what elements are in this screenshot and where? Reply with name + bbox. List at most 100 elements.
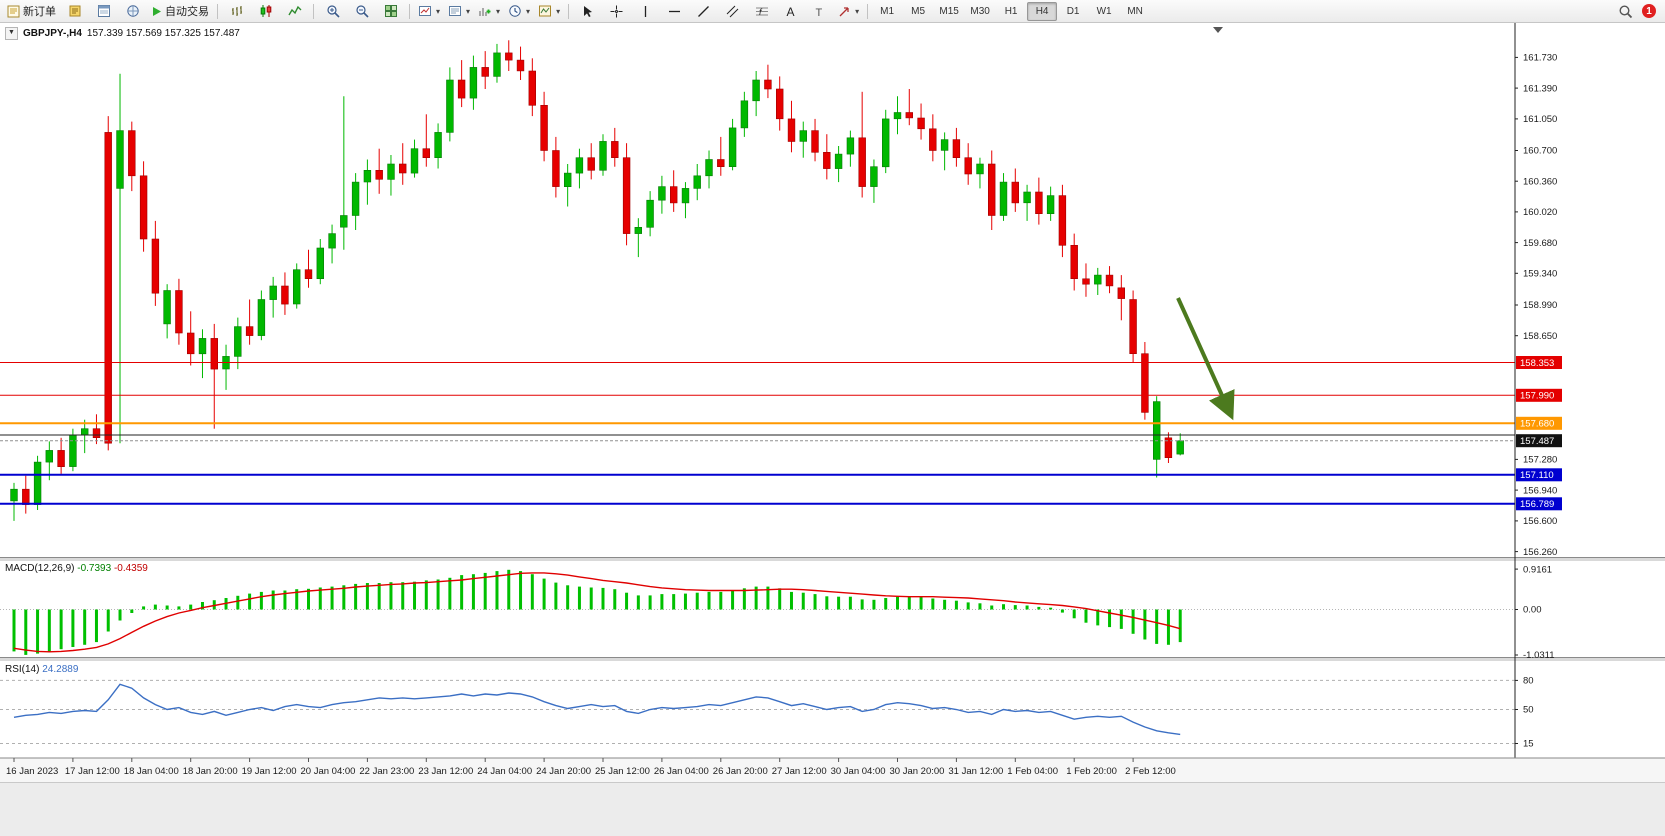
autotrading-button[interactable]: 自动交易 [147, 1, 213, 22]
tile-windows-button[interactable] [376, 1, 405, 22]
autotrading-label: 自动交易 [165, 6, 209, 18]
fibonacci-tool-button[interactable]: f [747, 1, 776, 22]
zoom-in-button[interactable] [318, 1, 347, 22]
profiles-button[interactable]: ▾ [444, 1, 474, 22]
dropdown-caret-icon: ▾ [466, 6, 471, 16]
svg-text:-1.0311: -1.0311 [1523, 650, 1555, 661]
macd-signal-value: -0.4359 [113, 563, 148, 574]
vertical-line-tool-button[interactable] [631, 1, 660, 22]
timeframe-button-m1[interactable]: M1 [880, 5, 895, 17]
timeframe-button-m5[interactable]: M5 [911, 5, 926, 17]
macd-main-value: -0.7393 [77, 563, 112, 574]
tile-windows-icon [384, 5, 397, 17]
timeframe-button-h1[interactable]: H1 [1004, 5, 1018, 17]
crosshair-icon [610, 5, 623, 17]
symbol-ohlc-values: 157.339 157.569 157.325 157.487 [86, 28, 240, 39]
chart-shift-marker [1213, 27, 1223, 33]
svg-text:A: A [787, 5, 795, 18]
search-button[interactable] [1611, 1, 1640, 22]
svg-text:159.340: 159.340 [1523, 269, 1557, 280]
svg-text:156.789: 156.789 [1520, 499, 1554, 510]
zoom-out-icon [355, 5, 369, 18]
new-order-label: 新订单 [23, 6, 56, 18]
new-order-button[interactable]: 新订单 [3, 1, 60, 22]
vertical-line-icon [644, 5, 647, 17]
market-watch-icon [69, 5, 80, 17]
sell-arrow-annotation[interactable] [1176, 297, 1235, 421]
svg-text:161.050: 161.050 [1523, 114, 1557, 125]
one-click-trading-toggle[interactable]: ▼ [5, 27, 18, 40]
svg-text:17 Jan 12:00: 17 Jan 12:00 [65, 766, 120, 777]
price-chart-canvas[interactable]: 161.730 161.390 161.050 160.700 160.360 160.0… [0, 23, 1665, 782]
arrow-tool-icon [839, 6, 849, 16]
text-label-tool-button[interactable]: T [805, 1, 834, 22]
indicators-button[interactable]: ▾ [474, 1, 504, 22]
new-chart-button[interactable]: ▾ [414, 1, 444, 22]
svg-text:24 Jan 20:00: 24 Jan 20:00 [536, 766, 591, 777]
macd-panel [0, 569, 1515, 655]
svg-text:157.487: 157.487 [1520, 436, 1554, 447]
notification-badge[interactable]: 1 [1642, 4, 1656, 18]
candlestick-chart-button[interactable] [251, 1, 280, 22]
chart-window[interactable]: 161.730 161.390 161.050 160.700 160.360 160.0… [0, 23, 1665, 782]
horizontal-lines-layer[interactable] [0, 362, 1515, 505]
svg-text:156.940: 156.940 [1523, 485, 1557, 496]
svg-text:0.00: 0.00 [1523, 605, 1542, 616]
price-badges: 158.353 157.990 157.680 157.487 157.110 156.7… [1516, 356, 1562, 511]
periods-button[interactable]: ▾ [504, 1, 534, 22]
line-chart-button[interactable] [280, 1, 309, 22]
clock-icon [509, 5, 521, 17]
time-axis[interactable]: 16 Jan 2023 17 Jan 12:00 18 Jan 04:00 18 Ja… [6, 758, 1176, 777]
toolbar-separator [867, 3, 869, 19]
dropdown-caret-icon: ▾ [556, 6, 561, 16]
horizontal-line-icon [669, 10, 681, 12]
svg-text:80: 80 [1523, 676, 1534, 687]
svg-text:18 Jan 04:00: 18 Jan 04:00 [124, 766, 179, 777]
svg-text:159.680: 159.680 [1523, 238, 1557, 249]
data-window-icon [97, 5, 110, 17]
market-watch-button[interactable] [60, 1, 89, 22]
svg-text:19 Jan 12:00: 19 Jan 12:00 [242, 766, 297, 777]
navigator-icon [126, 5, 139, 17]
text-tool-button[interactable]: A [776, 1, 805, 22]
templates-button[interactable]: ▾ [534, 1, 564, 22]
templates-icon [539, 5, 552, 17]
autotrading-play-icon [153, 6, 161, 16]
svg-text:157.990: 157.990 [1520, 391, 1554, 402]
timeframe-button-w1[interactable]: W1 [1096, 5, 1112, 17]
cursor-button[interactable] [573, 1, 602, 22]
symbol-header: ▼ GBPJPY-,H4 157.339 157.569 157.325 157… [5, 27, 240, 40]
svg-text:15: 15 [1523, 739, 1534, 750]
toolbar-separator [568, 3, 570, 19]
svg-text:157.680: 157.680 [1520, 419, 1554, 430]
dropdown-caret-icon: ▾ [855, 6, 860, 16]
trendline-tool-button[interactable] [689, 1, 718, 22]
dropdown-caret-icon: ▾ [526, 6, 531, 16]
bar-chart-icon [231, 6, 242, 16]
rsi-value: 24.2889 [42, 664, 79, 675]
horizontal-line-tool-button[interactable] [660, 1, 689, 22]
crosshair-button[interactable] [602, 1, 631, 22]
data-window-button[interactable] [89, 1, 118, 22]
timeframe-button-m30[interactable]: M30 [970, 5, 990, 17]
navigator-button[interactable] [118, 1, 147, 22]
timeframe-button-m15[interactable]: M15 [939, 5, 959, 17]
svg-text:161.730: 161.730 [1523, 53, 1557, 64]
channel-tool-button[interactable] [718, 1, 747, 22]
svg-text:24 Jan 04:00: 24 Jan 04:00 [477, 766, 532, 777]
svg-text:26 Jan 20:00: 26 Jan 20:00 [713, 766, 768, 777]
line-chart-icon [287, 5, 301, 16]
svg-text:160.360: 160.360 [1523, 176, 1557, 187]
timeframe-button-mn[interactable]: MN [1127, 5, 1143, 17]
svg-text:160.700: 160.700 [1523, 146, 1557, 157]
svg-text:30 Jan 20:00: 30 Jan 20:00 [890, 766, 945, 777]
timeframe-button-h4[interactable]: H4 [1027, 1, 1058, 21]
price-axis[interactable]: 161.730 161.390 161.050 160.700 160.360 160.0… [1515, 53, 1557, 750]
arrows-tool-button[interactable]: ▾ [834, 1, 863, 22]
zoom-out-button[interactable] [347, 1, 376, 22]
timeframe-button-d1[interactable]: D1 [1066, 5, 1080, 17]
candles-layer [10, 40, 1184, 521]
search-icon [1619, 4, 1633, 18]
new-order-icon [7, 5, 20, 17]
bar-chart-button[interactable] [222, 1, 251, 22]
